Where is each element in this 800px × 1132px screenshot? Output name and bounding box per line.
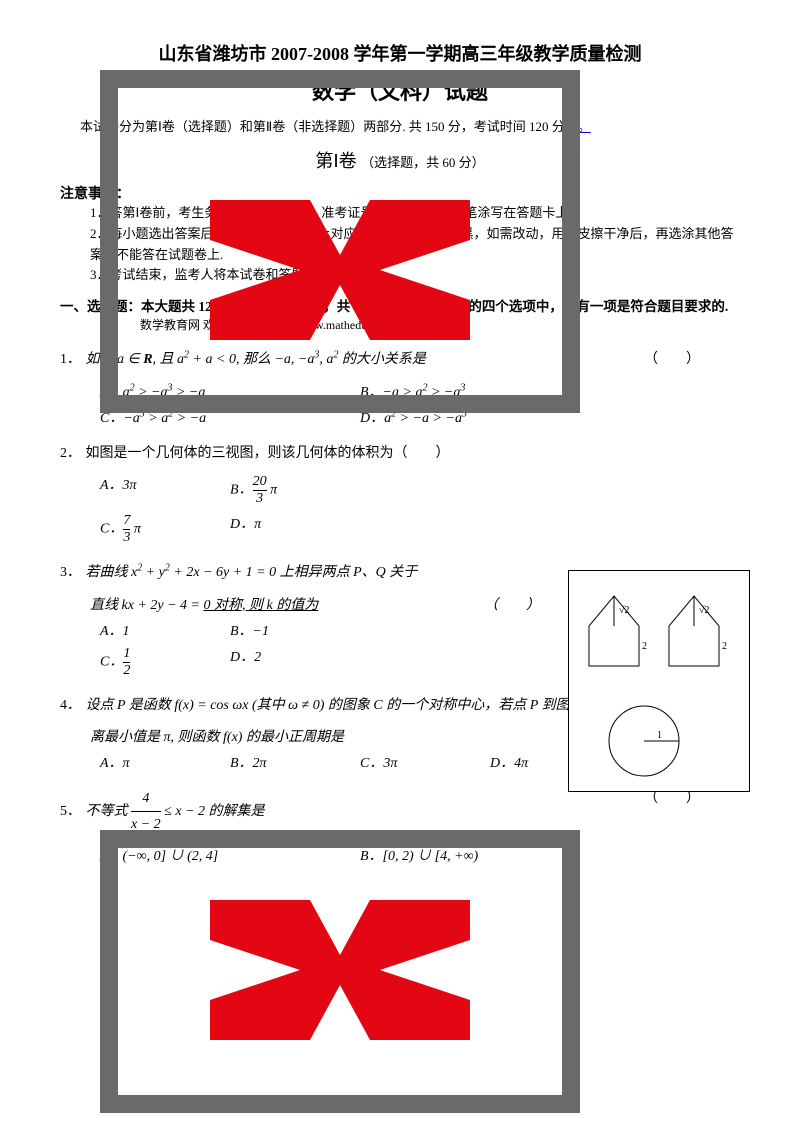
- q5-opt-b: B．[0, 2) ∪ [4, +∞): [360, 845, 620, 865]
- q5-opt-a: A．(−∞, 0] ∪ (2, 4]: [100, 845, 360, 865]
- q2-number: 2．: [60, 441, 82, 466]
- q3-opt-c: C．12: [100, 646, 230, 679]
- q4-opt-a: A．π: [100, 752, 230, 772]
- fig-label-root2-2: √2: [699, 605, 710, 616]
- q1-stem: 如果 a ∈ R, 且 a2 + a < 0, 那么 −a, −a3, a2 的…: [86, 352, 426, 367]
- gray-overlay-bottom-2: [100, 1095, 580, 1113]
- section-1-title: 第Ⅰ卷 （选择题，共 60 分）: [60, 147, 740, 173]
- q1-blank: （ ）: [644, 347, 700, 372]
- q2-opt-c: C．73 π: [100, 513, 230, 546]
- three-view-figure: √2 2 √2 2 1: [568, 570, 750, 792]
- q3-opt-a: A．1: [100, 620, 230, 640]
- fig-label-2-2: 2: [722, 641, 727, 652]
- gray-overlay-left-2: [100, 830, 118, 1110]
- main-title: 山东省潍坊市 2007-2008 学年第一学期高三年级教学质量检测: [60, 40, 740, 66]
- q4-opt-c: C．3π: [360, 752, 490, 772]
- intro-text: 本试卷分为第Ⅰ卷（选择题）和第Ⅱ卷（非选择题）两部分. 共 150 分，考试时间…: [80, 116, 740, 135]
- q2-options: A．3π B．203 π C．73 π D．π: [100, 474, 740, 546]
- q4-number: 4．: [60, 693, 82, 718]
- q3-opt-d: D．2: [230, 646, 360, 679]
- gray-overlay-right-2: [562, 830, 580, 1110]
- q2-stem: 如图是一个几何体的三视图，则该几何体的体积为（ ）: [86, 446, 450, 461]
- gray-overlay-right-1: [562, 70, 580, 410]
- fig-label-1: 1: [657, 730, 662, 741]
- section-1-label: 第Ⅰ卷: [315, 151, 356, 171]
- exam-page: 山东省潍坊市 2007-2008 学年第一学期高三年级教学质量检测 数学（文科）…: [0, 0, 800, 911]
- question-1: 1． 如果 a ∈ R, 且 a2 + a < 0, 那么 −a, −a3, a…: [60, 347, 740, 373]
- gray-overlay-top-1: [100, 70, 580, 88]
- fig-label-root2-1: √2: [619, 605, 630, 616]
- q3-opt-b: B．−1: [230, 620, 360, 640]
- q5-options: A．(−∞, 0] ∪ (2, 4] B．[0, 2) ∪ [4, +∞): [100, 845, 740, 865]
- q5-number: 5．: [60, 799, 82, 824]
- q3-number: 3．: [60, 560, 82, 585]
- question-2: 2． 如图是一个几何体的三视图，则该几何体的体积为（ ）: [60, 441, 740, 466]
- q4-opt-b: B．2π: [230, 752, 360, 772]
- gray-overlay-bottom-1: [100, 395, 580, 413]
- q2-opt-d: D．π: [230, 513, 360, 546]
- gray-overlay-top-2: [100, 830, 580, 848]
- q5-stem: 不等式 4x − 2 ≤ x − 2 的解集是: [86, 804, 265, 819]
- red-overlay-2: [210, 900, 470, 1040]
- fig-label-2-1: 2: [642, 641, 647, 652]
- red-overlay-1: [210, 200, 470, 340]
- q3-blank: （ ）: [484, 594, 540, 614]
- intro-body: 本试卷分为第Ⅰ卷（选择题）和第Ⅱ卷（非选择题）两部分. 共 150 分，考试时间…: [80, 119, 578, 134]
- q2-opt-a: A．3π: [100, 474, 230, 507]
- section-1-desc: （选择题，共 60 分）: [361, 155, 485, 170]
- q3-stem-1: 若曲线 x2 + y2 + 2x − 6y + 1 = 0 上相异两点 P、Q …: [86, 565, 418, 580]
- q1-number: 1．: [60, 347, 82, 372]
- gray-overlay-left-1: [100, 70, 118, 410]
- figure-svg: √2 2 √2 2 1: [569, 571, 747, 789]
- q2-opt-b: B．203 π: [230, 474, 360, 507]
